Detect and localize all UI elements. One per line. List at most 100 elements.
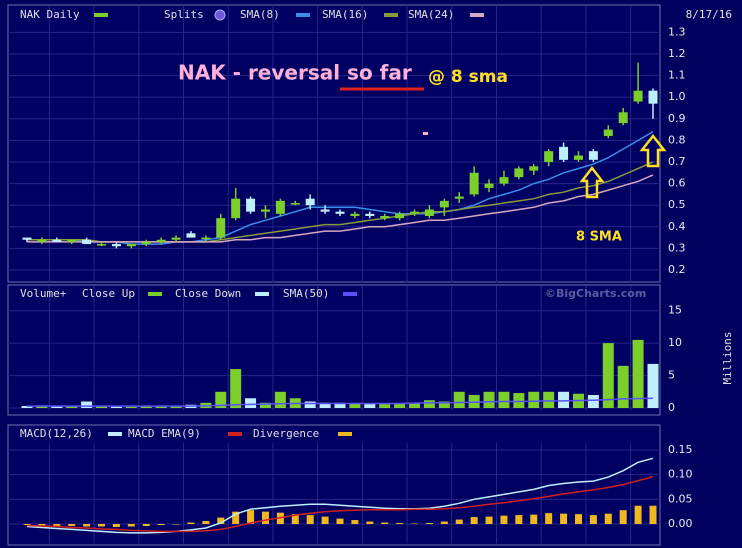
- bar: [632, 339, 644, 408]
- bar: [515, 515, 523, 525]
- annotation: 8 SMA: [576, 230, 622, 245]
- bar: [425, 523, 433, 525]
- macd-panel: [7, 424, 661, 546]
- legend-swatch: [338, 432, 352, 436]
- bar: [543, 391, 555, 408]
- bar: [261, 511, 269, 525]
- candle-body: [290, 203, 300, 205]
- candle-body: [335, 211, 345, 214]
- bar: [485, 516, 493, 525]
- candle-body: [439, 200, 449, 208]
- candle-body: [618, 112, 628, 124]
- y-tick-label: 0.4: [668, 220, 686, 233]
- bar: [617, 365, 629, 408]
- candle-body: [260, 209, 270, 212]
- bar: [125, 406, 137, 408]
- candle-body: [588, 151, 598, 160]
- bar: [649, 505, 657, 525]
- candle-body: [365, 213, 375, 216]
- candle-body: [82, 239, 92, 245]
- bar: [528, 391, 540, 408]
- bar: [470, 517, 478, 525]
- bar: [23, 524, 31, 526]
- legend-label: SMA(50): [283, 287, 329, 300]
- bar: [155, 406, 167, 408]
- arrow: [579, 165, 605, 199]
- bar: [394, 403, 406, 408]
- bar: [500, 515, 508, 525]
- candle-body: [350, 213, 360, 216]
- bar: [81, 401, 93, 408]
- y-tick-label: 0: [668, 401, 675, 414]
- bar: [21, 406, 33, 408]
- candle-body: [111, 244, 121, 247]
- bar: [217, 517, 225, 525]
- candle-body: [156, 239, 166, 242]
- bar: [438, 401, 450, 408]
- y-tick-label: 1.2: [668, 47, 686, 60]
- candle-body: [305, 198, 315, 206]
- bar: [98, 524, 106, 527]
- bar: [558, 391, 570, 408]
- bar: [66, 406, 78, 408]
- y-tick-label: 1.1: [668, 69, 686, 82]
- legend-swatch: [228, 432, 242, 436]
- legend-label: Close Up: [82, 287, 135, 300]
- legend-swatch: [108, 432, 122, 436]
- candle-body: [275, 200, 285, 214]
- candle-body: [380, 215, 390, 219]
- candle-body: [469, 172, 479, 195]
- arrow: [639, 133, 667, 168]
- candle-body: [559, 146, 569, 160]
- bar: [215, 391, 227, 408]
- candle-body: [484, 183, 494, 188]
- y-tick-label: 15: [668, 304, 682, 317]
- y-tick-label: 1.3: [668, 25, 686, 38]
- bar: [306, 515, 314, 525]
- bar: [351, 520, 359, 525]
- bar: [112, 524, 120, 527]
- candle-body: [424, 209, 434, 216]
- bar: [110, 406, 122, 408]
- bar: [157, 524, 165, 526]
- candle-body: [544, 151, 554, 162]
- candle-body: [514, 168, 524, 178]
- bar: [334, 402, 346, 408]
- y-tick-label: 0.00: [668, 517, 693, 530]
- legend-swatch: [296, 13, 310, 17]
- bar: [396, 523, 404, 525]
- candle-body: [97, 244, 107, 246]
- bar: [170, 406, 182, 408]
- splits-label: Splits: [164, 8, 204, 21]
- bar: [647, 363, 659, 408]
- annotation: NAK - reversal so far: [178, 61, 412, 85]
- bar: [274, 391, 286, 408]
- bar: [127, 524, 135, 527]
- candle-body: [320, 209, 330, 212]
- line: [26, 475, 654, 533]
- bar: [604, 513, 612, 525]
- legend-swatch: [94, 13, 108, 17]
- candle-body: [67, 239, 77, 242]
- line: [26, 457, 654, 534]
- y-tick-label: 10: [668, 336, 682, 349]
- legend-title: Volume+: [20, 287, 67, 300]
- candle-body: [201, 237, 211, 240]
- y-tick-label: 0.8: [668, 133, 686, 146]
- bar: [53, 524, 61, 526]
- legend-swatch: [255, 292, 269, 296]
- bar: [247, 510, 255, 525]
- y-tick-label: 0.2: [668, 263, 686, 276]
- bar: [379, 404, 391, 408]
- bar: [202, 521, 210, 525]
- legend-label: MACD EMA(9): [128, 427, 201, 440]
- bar: [409, 402, 421, 408]
- chart-title: NAK Daily: [20, 8, 80, 21]
- bar: [304, 401, 316, 408]
- annotation-dot: [423, 132, 428, 135]
- candle-body: [454, 196, 464, 199]
- bar: [68, 524, 76, 526]
- candle-body: [603, 129, 613, 137]
- y-tick-label: 0.9: [668, 112, 686, 125]
